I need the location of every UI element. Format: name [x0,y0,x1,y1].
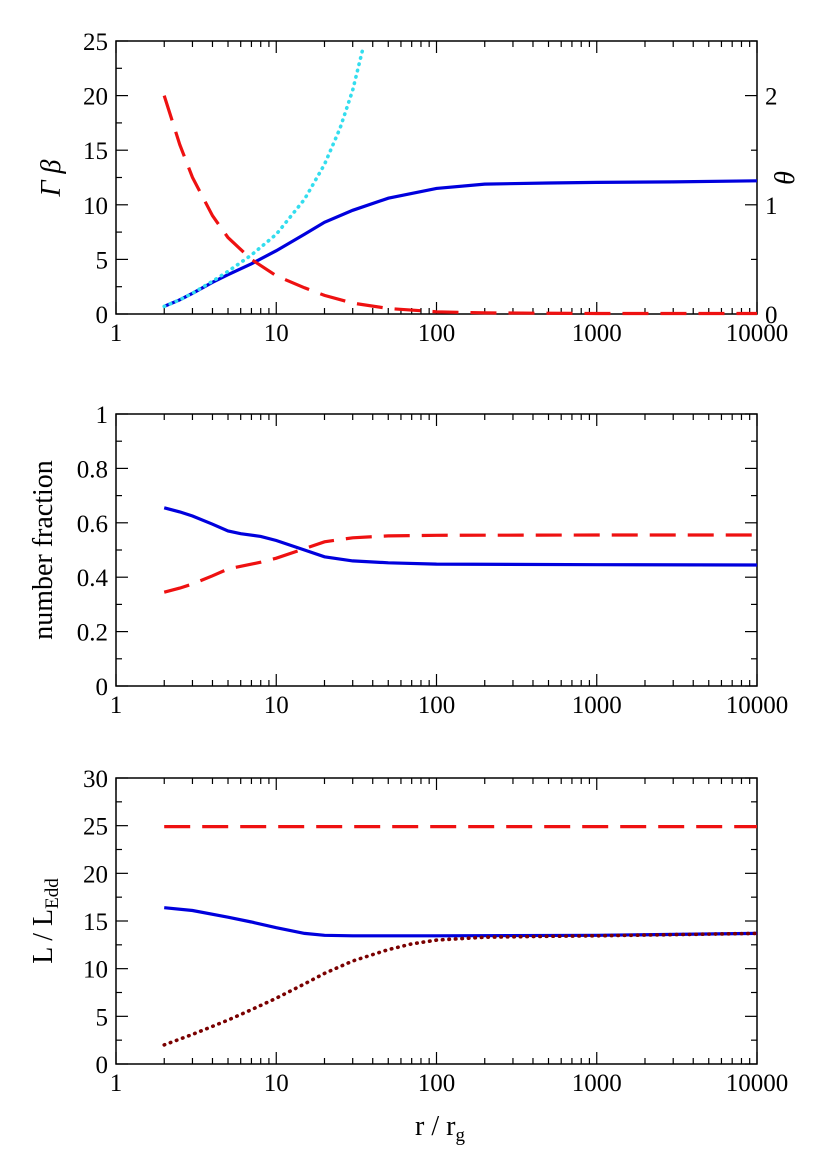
panel-middle-ytick-label: 0.8 [77,456,108,483]
panel-top-ytick-label: 15 [83,138,108,165]
panel-bottom-xtick-label: 100 [418,1070,456,1097]
panel-top-y2tick-label: 0 [765,302,778,329]
panel-top-series [162,44,758,316]
panel-middle-ylabel: number fraction [28,460,59,640]
panel-bottom-ytick-label: 5 [96,1004,109,1031]
panel-top-y2tick-label: 1 [765,193,778,220]
panel-top-ytick-label: 20 [83,84,108,111]
panel-bottom-ytick-label: 25 [83,814,108,841]
panel-middle-ytick-label: 0.2 [77,620,108,647]
panel-middle-xtick-label: 100 [418,692,456,719]
panel-middle-frame [115,413,758,687]
panel-top-series-1 [162,44,366,309]
panel-top-xtick-label: 10 [264,320,289,347]
panel-middle-xtick-label: 10 [264,692,289,719]
panel-bottom-xtick-label: 10000 [726,1070,789,1097]
panel-middle-xtick-label: 10000 [726,692,789,719]
panel-top-ytick-label: 0 [96,302,109,329]
panel-top-y2tick-label: 2 [765,84,778,111]
panel-top-ytick-label: 25 [83,29,108,56]
panel-bottom-series-2 [162,931,759,1047]
panel-top-xtick-label: 10000 [726,320,789,347]
panel-bottom-series-1 [164,906,758,938]
panel-bottom-ylabel-sub: Edd [42,878,63,909]
panel-top-series-0 [163,179,758,308]
panel-top-frame [115,40,758,315]
panel-bottom-xtick-label: 1000 [572,1070,622,1097]
panel-bottom-xtick-label: 10 [264,1070,289,1097]
panel-top-series-2 [162,95,757,316]
panel-top-y2label: θ [770,171,801,185]
panel-middle-series-0 [163,506,758,567]
panel-top-ytick-label: 5 [96,247,109,274]
panel-top-xtick-label: 100 [418,320,456,347]
panel-bottom-ticks: 1 10 100 1000 10000 0 5 10 15 20 25 30 [83,766,788,1097]
panel-bottom: 1 10 100 1000 10000 0 5 10 15 20 25 30 L / LEdd r /… [28,766,788,1146]
panel-bottom-ytick-label: 10 [83,957,108,984]
panel-bottom-series [162,825,759,1047]
panel-middle: 1 10 100 1000 10000 0 0.2 0.4 0.6 0.8 1 number fra… [28,402,788,719]
panel-top-ytick-label: 10 [83,193,108,220]
panel-middle-ytick-label: 0 [96,674,109,701]
panel-top-xtick-label: 1000 [572,320,622,347]
panel-bottom-ytick-label: 30 [83,766,108,793]
panel-middle-xtick-label: 1 [110,692,123,719]
panel-bottom-xtick-label: 1 [110,1070,123,1097]
panel-middle-ytick-label: 0.6 [77,511,108,538]
panel-top-xtick-label: 1 [110,320,123,347]
panel-bottom-ylabel-main: L / L [28,909,59,964]
panel-bottom-ylabel: L / LEdd [28,878,63,964]
panel-top-ylabel: Γ β [36,160,67,198]
panel-bottom-ytick-label: 0 [96,1052,109,1079]
panel-bottom-frame [115,777,758,1065]
panel-middle-ytick-label: 0.4 [77,565,109,592]
panel-bottom-xlabel-main: r / r [415,1111,456,1142]
panel-middle-ticks: 1 10 100 1000 10000 0 0.2 0.4 0.6 0.8 1 [77,402,789,719]
panel-middle-series [163,506,758,594]
panel-middle-ytick-label: 1 [96,402,109,429]
panel-bottom-ytick-label: 20 [83,861,108,888]
panel-bottom-ytick-label: 15 [83,909,108,936]
panel-middle-series-1 [163,533,757,594]
panel-middle-xtick-label: 1000 [572,692,622,719]
panel-bottom-xlabel: r / rg [415,1111,465,1146]
panel-bottom-xlabel-sub: g [455,1125,465,1146]
